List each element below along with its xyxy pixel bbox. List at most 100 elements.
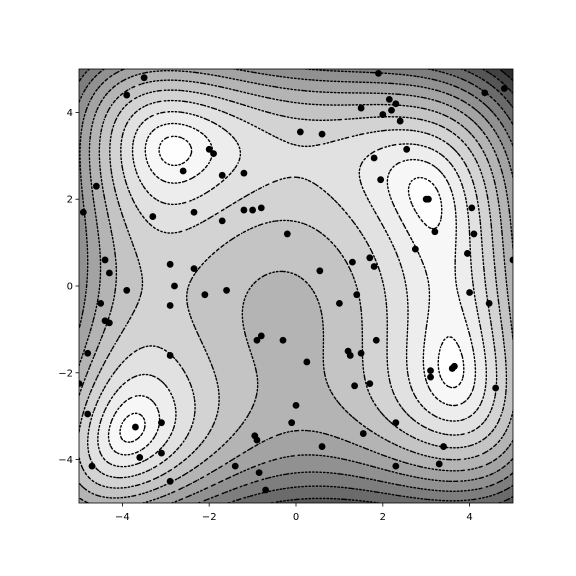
scatter-point	[470, 230, 478, 238]
scatter-point	[435, 460, 443, 468]
scatter-point	[357, 349, 365, 357]
scatter-point	[440, 443, 447, 450]
contour-line	[119, 135, 465, 443]
contour-line	[79, 69, 513, 503]
scatter-point	[349, 258, 356, 266]
scatter-point	[166, 352, 174, 359]
scatter-point	[158, 419, 165, 427]
scatter-points	[79, 69, 513, 494]
y-axis: −4 −2 0 2 4	[58, 108, 79, 466]
x-tick-label: 4	[466, 512, 472, 523]
scatter-point	[372, 336, 380, 344]
scatter-point	[411, 245, 419, 253]
scatter-point	[231, 462, 239, 470]
scatter-point	[500, 85, 508, 92]
scatter-point	[366, 254, 374, 262]
scatter-point	[279, 336, 287, 344]
scatter-point	[166, 260, 174, 268]
scatter-point	[84, 410, 92, 418]
scatter-point	[149, 213, 157, 220]
scatter-point	[105, 319, 113, 327]
scatter-point	[190, 208, 198, 216]
scatter-point	[392, 462, 400, 470]
scatter-point	[385, 95, 393, 103]
filled-contour-background	[79, 69, 513, 503]
scatter-point	[158, 449, 165, 457]
scatter-point	[451, 362, 458, 370]
scatter-point	[396, 117, 404, 125]
contour-line	[79, 89, 508, 489]
scatter-point	[253, 436, 261, 444]
scatter-point	[492, 384, 500, 392]
y-tick-label: −2	[58, 368, 73, 379]
y-tick-label: 2	[67, 195, 73, 206]
scatter-point	[370, 263, 378, 270]
scatter-point	[84, 349, 92, 357]
scatter-point	[171, 282, 178, 290]
x-tick-label: −2	[202, 512, 217, 523]
x-axis: −4 −2 0 2 4	[115, 503, 473, 523]
scatter-point	[377, 176, 385, 184]
scatter-point	[255, 469, 263, 477]
contour-lines	[79, 69, 513, 503]
scatter-point	[375, 69, 382, 77]
scatter-point	[424, 195, 432, 203]
scatter-point	[370, 154, 378, 162]
scatter-point	[283, 230, 291, 238]
scatter-point	[427, 373, 434, 381]
scatter-point	[318, 130, 326, 138]
contour-line	[79, 69, 513, 503]
contour-line	[481, 69, 513, 95]
y-tick-label: 0	[67, 282, 73, 293]
scatter-point	[468, 204, 476, 212]
scatter-point	[464, 250, 471, 257]
scatter-point	[359, 430, 367, 437]
scatter-point	[88, 462, 96, 470]
x-tick-label: 2	[380, 512, 386, 523]
contour-line	[107, 122, 477, 456]
scatter-point	[427, 367, 434, 375]
scatter-point	[223, 286, 230, 294]
scatter-point	[205, 145, 213, 153]
scatter-point	[509, 256, 513, 264]
scatter-point	[257, 332, 265, 340]
scatter-point	[292, 401, 300, 409]
scatter-point	[166, 477, 174, 485]
scatter-point	[257, 204, 265, 212]
scatter-point	[140, 74, 148, 82]
scatter-point	[346, 352, 354, 359]
scatter-point	[190, 265, 198, 273]
contour-line	[97, 110, 488, 468]
scatter-point	[218, 171, 226, 179]
y-tick-label: −4	[58, 455, 73, 466]
scatter-point	[240, 169, 248, 177]
scatter-point	[379, 111, 387, 118]
scatter-point	[132, 423, 139, 431]
scatter-point	[166, 302, 174, 309]
scatter-point	[92, 182, 100, 190]
scatter-point	[388, 106, 395, 114]
scatter-point	[97, 299, 105, 307]
scatter-point	[353, 291, 361, 299]
scatter-point	[123, 286, 131, 294]
scatter-point	[481, 89, 489, 97]
scatter-point	[79, 380, 83, 388]
scatter-point	[392, 100, 400, 108]
scatter-point	[253, 336, 261, 344]
scatter-point	[303, 358, 311, 366]
scatter-point	[288, 419, 296, 427]
scatter-point	[210, 150, 217, 158]
scatter-point	[466, 289, 473, 296]
scatter-point	[262, 486, 270, 494]
scatter-point	[403, 145, 411, 153]
scatter-point	[336, 299, 343, 307]
scatter-point	[392, 419, 400, 427]
scatter-point	[485, 299, 493, 307]
scatter-point	[105, 269, 113, 277]
scatter-point	[357, 104, 365, 112]
scatter-point	[318, 443, 326, 450]
plot-area	[78, 68, 514, 504]
scatter-point	[249, 206, 256, 214]
scatter-point	[201, 291, 209, 299]
